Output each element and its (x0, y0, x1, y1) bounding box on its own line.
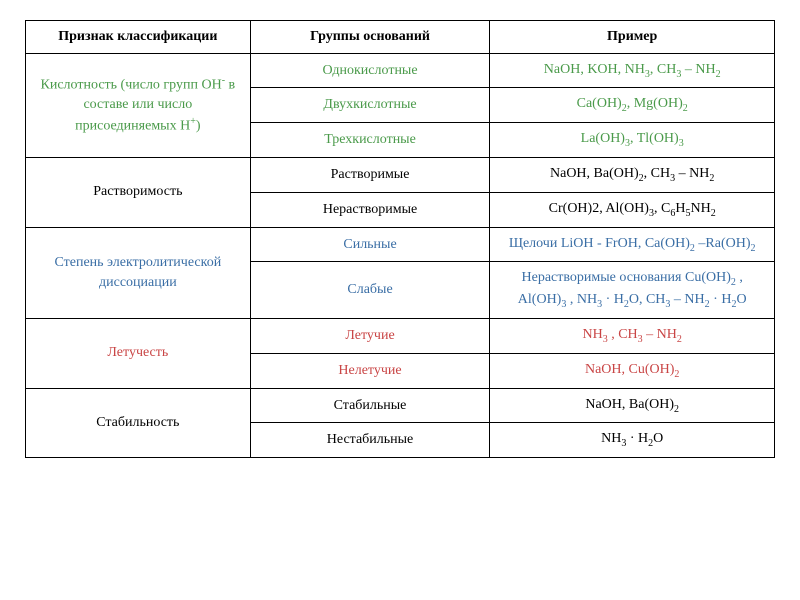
table-row: РастворимостьРастворимыеNaOH, Ba(OH)2, C… (26, 157, 775, 192)
table-body: Кислотность (число групп OH- в составе и… (26, 53, 775, 458)
criterion-cell: Стабильность (26, 388, 251, 458)
group-cell: Двухкислотные (250, 88, 490, 123)
group-cell: Сильные (250, 227, 490, 262)
example-cell: NH3 , CH3 – NH2 (490, 318, 775, 353)
group-cell: Трехкислотные (250, 123, 490, 158)
criterion-cell: Степень электролитической диссоциации (26, 227, 251, 318)
header-criterion: Признак классификации (26, 21, 251, 54)
example-cell: NaOH, Cu(OH)2 (490, 353, 775, 388)
header-group: Группы оснований (250, 21, 490, 54)
example-cell: NaOH, KOH, NH3, CH3 – NH2 (490, 53, 775, 88)
table-row: Степень электролитической диссоциацииСил… (26, 227, 775, 262)
example-cell: Нерастворимые основания Cu(OH)2 , Al(OH)… (490, 262, 775, 319)
example-cell: Ca(OH)2, Mg(OH)2 (490, 88, 775, 123)
group-cell: Летучие (250, 318, 490, 353)
criterion-cell: Растворимость (26, 157, 251, 227)
header-row: Признак классификации Группы оснований П… (26, 21, 775, 54)
table-row: ЛетучестьЛетучиеNH3 , CH3 – NH2 (26, 318, 775, 353)
header-example: Пример (490, 21, 775, 54)
group-cell: Нелетучие (250, 353, 490, 388)
criterion-cell: Летучесть (26, 318, 251, 388)
group-cell: Нестабильные (250, 423, 490, 458)
group-cell: Слабые (250, 262, 490, 319)
table-row: СтабильностьСтабильныеNaOH, Ba(OH)2 (26, 388, 775, 423)
group-cell: Нерастворимые (250, 192, 490, 227)
group-cell: Однокислотные (250, 53, 490, 88)
table-row: Кислотность (число групп OH- в составе и… (26, 53, 775, 88)
group-cell: Стабильные (250, 388, 490, 423)
example-cell: La(OH)3, Tl(OH)3 (490, 123, 775, 158)
example-cell: NH3 · H2O (490, 423, 775, 458)
example-cell: Cr(OH)2, Al(OH)3, C6H5NH2 (490, 192, 775, 227)
example-cell: NaOH, Ba(OH)2, CH3 – NH2 (490, 157, 775, 192)
example-cell: Щелочи LiOH - FrOH, Ca(OH)2 –Ra(OH)2 (490, 227, 775, 262)
group-cell: Растворимые (250, 157, 490, 192)
criterion-cell: Кислотность (число групп OH- в составе и… (26, 53, 251, 157)
classification-table: Признак классификации Группы оснований П… (25, 20, 775, 458)
example-cell: NaOH, Ba(OH)2 (490, 388, 775, 423)
